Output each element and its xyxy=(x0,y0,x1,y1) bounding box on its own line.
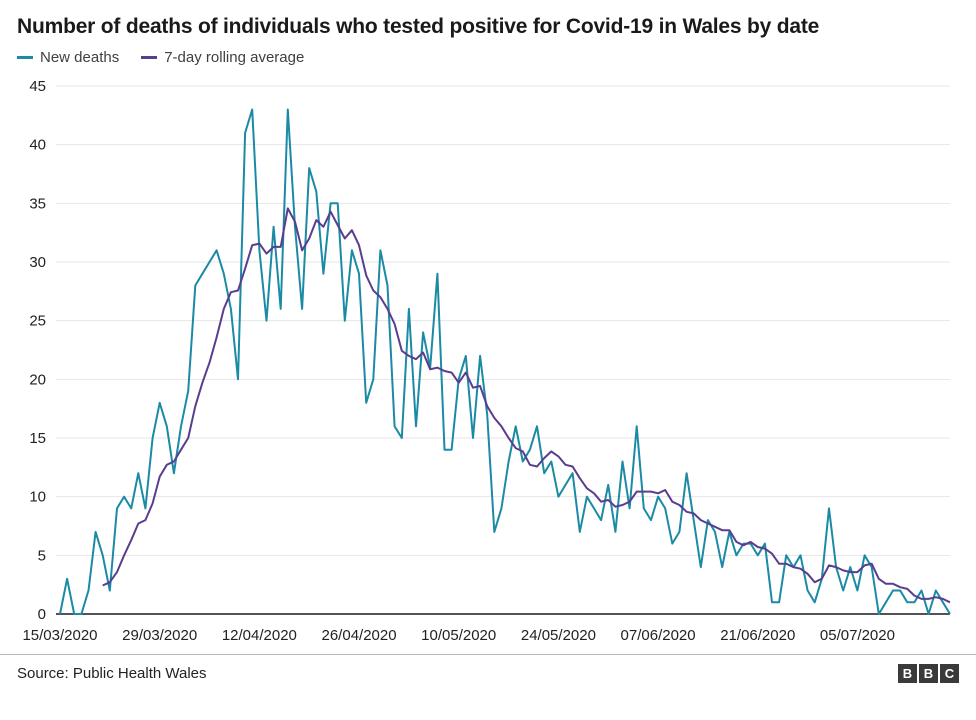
legend-swatch-new-deaths xyxy=(17,56,33,59)
svg-text:26/04/2020: 26/04/2020 xyxy=(322,627,397,644)
legend-item-rolling-average: 7-day rolling average xyxy=(141,49,304,66)
svg-text:10: 10 xyxy=(29,489,46,506)
svg-text:25: 25 xyxy=(29,313,46,330)
footer: Source: Public Health Wales B B C xyxy=(0,654,976,683)
svg-text:07/06/2020: 07/06/2020 xyxy=(621,627,696,644)
legend-label-new-deaths: New deaths xyxy=(40,49,120,66)
legend-swatch-rolling-average xyxy=(141,56,158,59)
svg-text:15/03/2020: 15/03/2020 xyxy=(22,627,97,644)
svg-text:5: 5 xyxy=(38,547,46,564)
svg-text:35: 35 xyxy=(29,195,46,212)
legend: New deaths 7-day rolling average xyxy=(0,43,976,66)
svg-text:05/07/2020: 05/07/2020 xyxy=(820,627,895,644)
legend-label-rolling-average: 7-day rolling average xyxy=(164,49,305,66)
bbc-logo-letter: B xyxy=(898,664,917,683)
svg-text:15: 15 xyxy=(29,430,46,447)
bbc-logo-letter: B xyxy=(919,664,938,683)
svg-text:10/05/2020: 10/05/2020 xyxy=(421,627,496,644)
svg-text:21/06/2020: 21/06/2020 xyxy=(720,627,795,644)
svg-text:40: 40 xyxy=(29,137,46,154)
svg-text:29/03/2020: 29/03/2020 xyxy=(122,627,197,644)
svg-text:0: 0 xyxy=(38,606,46,623)
svg-text:30: 30 xyxy=(29,254,46,271)
legend-item-new-deaths: New deaths xyxy=(17,49,119,66)
svg-text:20: 20 xyxy=(29,371,46,388)
source-caption: Source: Public Health Wales xyxy=(17,665,207,682)
page-title: Number of deaths of individuals who test… xyxy=(17,15,820,38)
bbc-logo-letter: C xyxy=(940,664,959,683)
bbc-logo: B B C xyxy=(898,664,959,683)
line-chart: 0 5 10 15 20 25 30 35 40 45 15/03/2020 29/03/2020 12… xyxy=(22,78,951,644)
svg-text:45: 45 xyxy=(29,78,46,95)
svg-text:24/05/2020: 24/05/2020 xyxy=(521,627,596,644)
svg-text:12/04/2020: 12/04/2020 xyxy=(222,627,297,644)
